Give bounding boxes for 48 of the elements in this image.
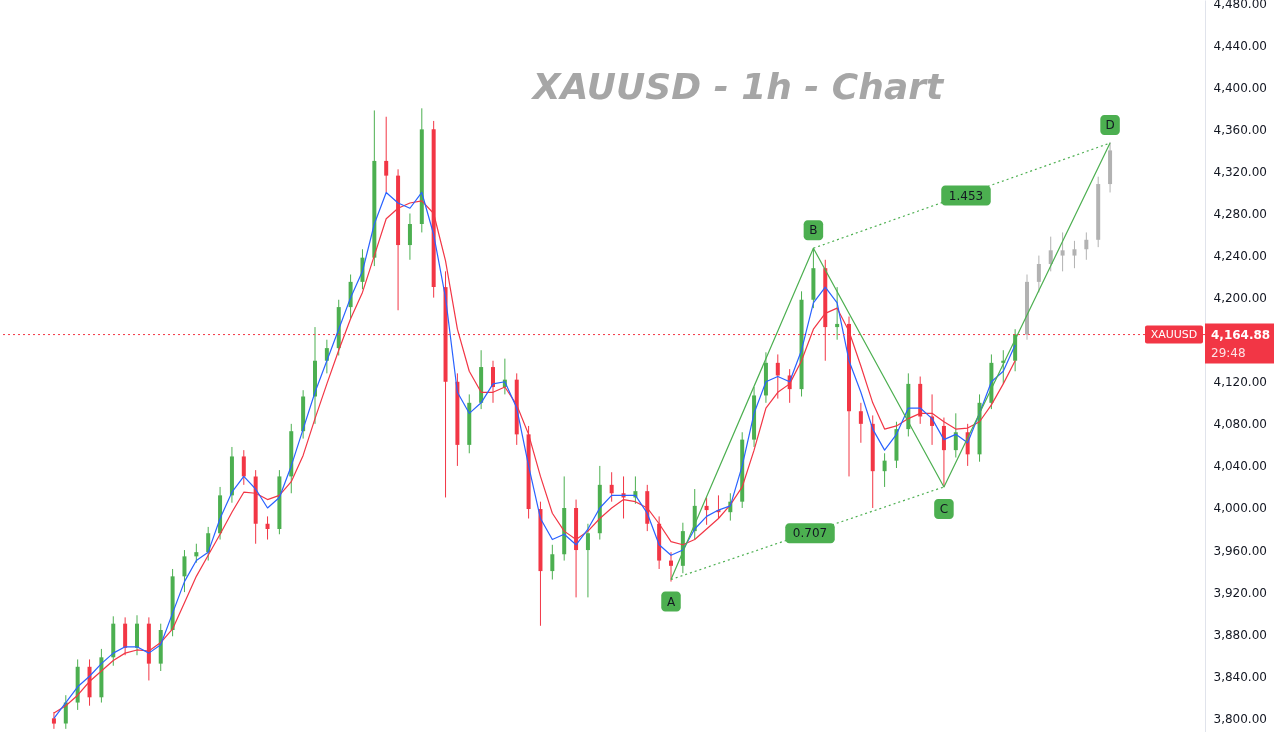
data-label: D [1105, 118, 1115, 133]
candlestick [1072, 240, 1077, 269]
candlestick [609, 471, 614, 503]
candlestick [882, 452, 887, 488]
candlestick [1036, 255, 1041, 293]
candlestick [407, 213, 412, 261]
candlestick [953, 412, 958, 458]
data-label: A [666, 594, 676, 609]
y-tick-label: 4,040.00 [1213, 459, 1267, 474]
candlestick [704, 496, 709, 526]
candlestick [775, 353, 780, 400]
y-tick-label: 4,320.00 [1213, 164, 1267, 179]
text: XAUUSD - 1h - Chart [530, 66, 945, 107]
series-label: 1.453 [948, 188, 984, 203]
y-tick-label: 3,840.00 [1213, 669, 1267, 684]
candlestick [265, 515, 270, 541]
candlestick [550, 544, 555, 580]
text: 29:48 [1211, 345, 1246, 360]
y-tick-label: 3,880.00 [1213, 627, 1267, 642]
candlestick [194, 543, 199, 564]
y-tick-label: 4,240.00 [1213, 249, 1267, 264]
candlestick [585, 523, 590, 598]
candlestick [241, 449, 246, 486]
y-tick-label: 4,000.00 [1213, 501, 1267, 516]
candlestick [1084, 231, 1089, 261]
candlestick [669, 551, 673, 583]
y-tick-label: 4,440.00 [1213, 38, 1267, 53]
y-tick-label: 4,200.00 [1213, 291, 1267, 306]
data-label: B [809, 223, 818, 238]
y-tick-label: 3,960.00 [1213, 543, 1267, 558]
ref-line-label: XAUUSD [1150, 327, 1198, 341]
candlestick [858, 402, 863, 444]
y-tick-label: 4,280.00 [1213, 207, 1267, 221]
y-tick-label: 4,080.00 [1213, 417, 1267, 432]
y-tick-label: 3,800.00 [1213, 711, 1267, 726]
candlestick [835, 286, 840, 341]
y-tick-label: 4,120.00 [1213, 375, 1267, 390]
candlestick [1048, 236, 1053, 272]
candlestick [384, 116, 389, 193]
data-label: C [939, 501, 949, 516]
text: 4,164.88 [1211, 327, 1271, 342]
candlestick [491, 360, 495, 404]
candlestick [182, 549, 187, 593]
y-tick-label: 4,360.00 [1213, 122, 1267, 137]
y-tick-label: 4,400.00 [1213, 80, 1267, 95]
candlestick [1060, 231, 1065, 272]
y-tick-label: 3,920.00 [1213, 585, 1267, 600]
series-label: 0.707 [792, 526, 828, 541]
